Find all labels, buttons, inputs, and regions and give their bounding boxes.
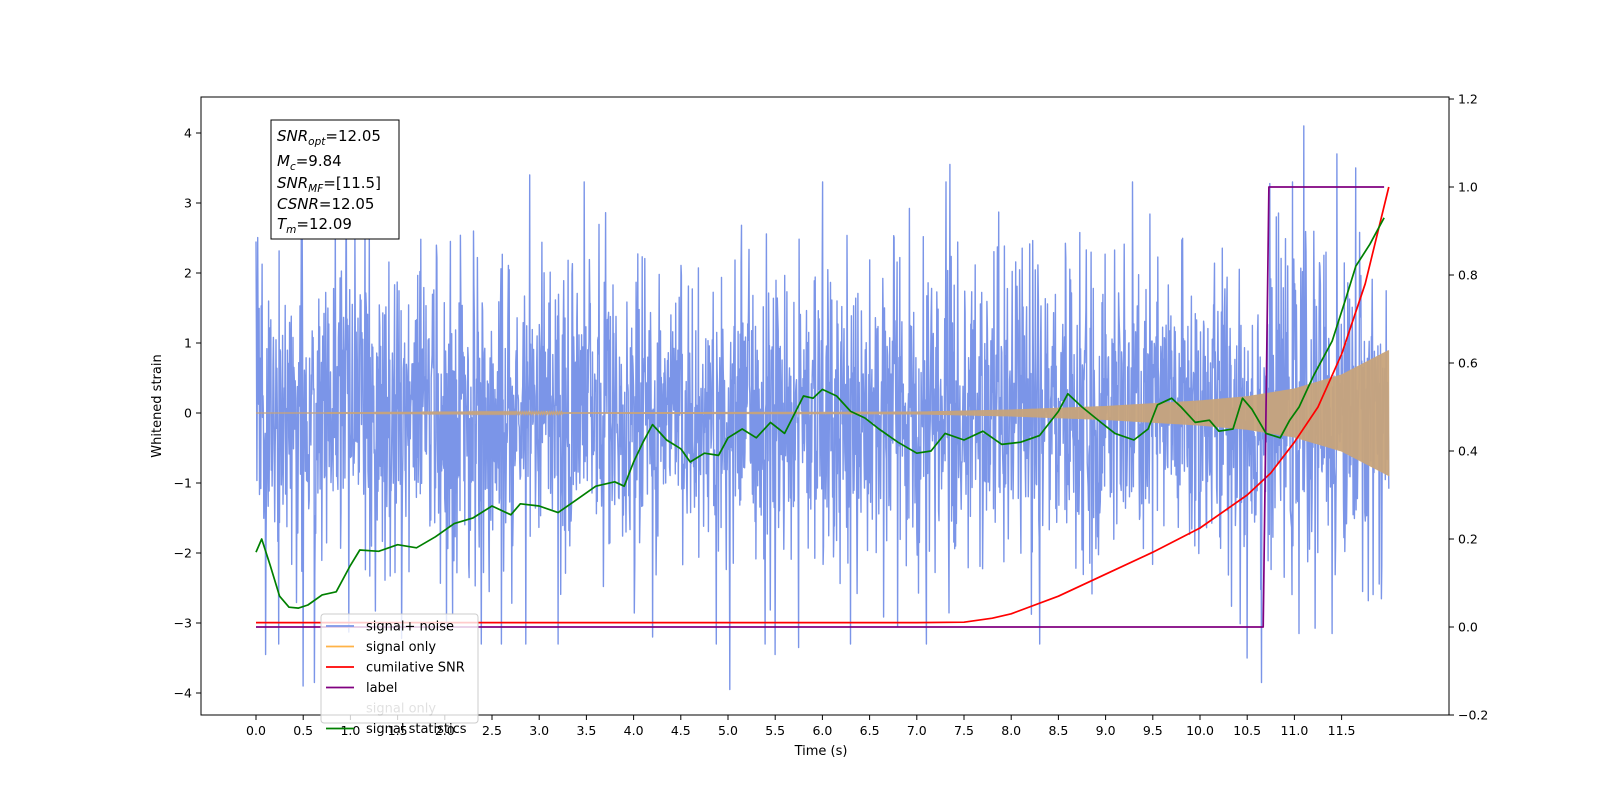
x-tick-label: 0.5 <box>293 723 313 738</box>
stat-snr-opt: SNRopt=12.05 <box>277 127 381 148</box>
y-tick-label: −1 <box>174 476 192 491</box>
series-signal-only <box>256 350 1390 477</box>
x-tick-label: 2.5 <box>482 723 502 738</box>
legend-frame <box>320 613 479 724</box>
x-tick-label: 2.0 <box>435 723 455 738</box>
legend-label-signal-statistics: signal statistics <box>366 722 467 737</box>
x-tick-label: 9.0 <box>1096 723 1116 738</box>
x-tick-label: 3.5 <box>576 723 596 738</box>
legend-items: signal+ noise signal only cumilative SNR la… <box>326 620 467 737</box>
x-tick-label: 4.5 <box>671 723 691 738</box>
y-tick-label: 0 <box>184 406 192 421</box>
y2-tick-label: 1.2 <box>1458 92 1478 107</box>
x-tick-label: 1.5 <box>388 723 408 738</box>
y-tick-label: 2 <box>184 266 192 281</box>
x-tick-label: 0.0 <box>246 723 266 738</box>
stats-box-frame <box>270 119 400 240</box>
x-tick-label: 4.0 <box>624 723 644 738</box>
series-line-cumilative-snr <box>256 186 1390 624</box>
x-tick-label: 6.0 <box>812 723 832 738</box>
stat-tm: Tm=12.09 <box>277 215 352 236</box>
y-tick-label: −3 <box>174 616 192 631</box>
x-tick-label: 7.0 <box>907 723 927 738</box>
x-axis: 0.0 0.5 1.0 1.5 2.0 2.5 3.0 3.5 4.0 4.5 5.0 5.5 6.0 6… <box>246 715 1356 738</box>
series-lines <box>255 186 1390 628</box>
legend-label-label: label <box>366 681 397 696</box>
y-tick-label: −4 <box>174 686 192 701</box>
x-tick-label: 11.5 <box>1328 723 1356 738</box>
y-axis-title: Whitened strain <box>150 354 165 457</box>
y2-tick-label: 0.6 <box>1458 356 1478 371</box>
x-tick-label: 1.0 <box>340 723 360 738</box>
y2-tick-label: 0.4 <box>1458 444 1478 459</box>
series-line-signal-statistics <box>255 217 1385 609</box>
x-axis-title: Time (s) <box>794 744 848 759</box>
y2-tick-label: 1.0 <box>1458 180 1478 195</box>
stat-mc: Mc=9.84 <box>277 152 342 173</box>
stats-box: SNRopt=12.05 Mc=9.84 SNRMF=[11.5] CSNR=1… <box>270 119 400 240</box>
stat-csnr: CSNR=12.05 <box>277 195 374 213</box>
y2-tick-label: −0.2 <box>1458 708 1488 723</box>
y-tick-label: 3 <box>184 196 192 211</box>
series-line-label <box>256 186 1385 628</box>
series-line-signal-only <box>256 350 1390 477</box>
legend: signal+ noise signal only cumilative SNR la… <box>320 613 479 737</box>
x-tick-label: 5.5 <box>765 723 785 738</box>
x-tick-label: 7.5 <box>954 723 974 738</box>
y2-tick-label: 0.8 <box>1458 268 1478 283</box>
y2-tick-label: 0.2 <box>1458 532 1478 547</box>
y-axis-left: 4 3 2 1 0 −1 −2 −3 −4 <box>174 126 201 701</box>
legend-label-signal-only: signal only <box>366 702 436 717</box>
y-tick-label: 1 <box>184 336 192 351</box>
x-tick-label: 6.5 <box>860 723 880 738</box>
legend-label-signal-only: signal only <box>366 640 436 655</box>
x-tick-label: 3.0 <box>529 723 549 738</box>
y2-tick-label: 0.0 <box>1458 620 1478 635</box>
plot-series <box>255 125 1390 691</box>
stat-snr-mf: SNRMF=[11.5] <box>277 174 381 195</box>
x-tick-label: 8.5 <box>1048 723 1068 738</box>
x-tick-label: 10.5 <box>1233 723 1261 738</box>
x-tick-label: 5.0 <box>718 723 738 738</box>
x-tick-label: 8.0 <box>1001 723 1021 738</box>
y-tick-label: 4 <box>184 126 192 141</box>
x-tick-label: 9.5 <box>1143 723 1163 738</box>
y-tick-label: −2 <box>174 546 192 561</box>
plot-frame <box>200 96 1450 716</box>
y-axis-right: 1.2 1.0 0.8 0.6 0.4 0.2 0.0 −0.2 <box>1449 92 1488 723</box>
legend-label-cumilative-snr: cumilative SNR <box>366 661 465 676</box>
x-tick-label: 11.0 <box>1280 723 1308 738</box>
x-tick-label: 10.0 <box>1186 723 1214 738</box>
legend-label-signal-noise: signal+ noise <box>366 620 454 635</box>
